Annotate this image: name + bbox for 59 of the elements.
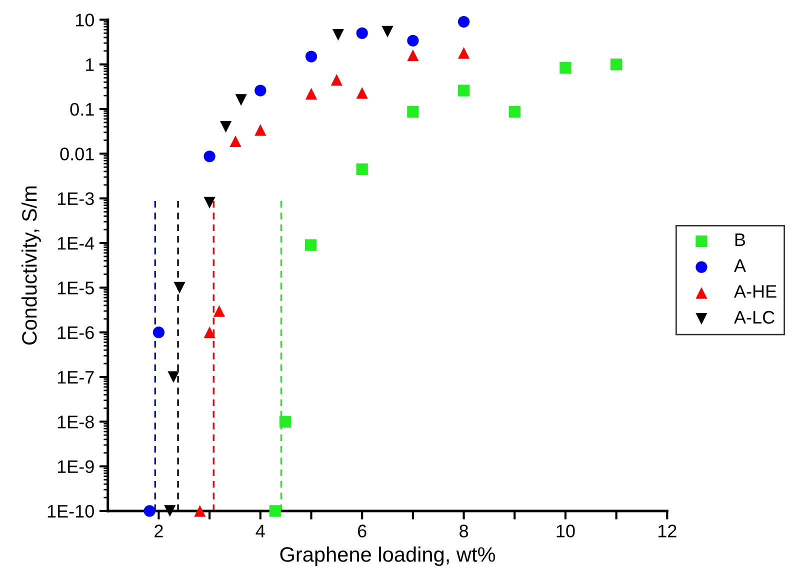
y-tick-label: 1E-6 [58, 326, 94, 340]
y-tick-label: 0.01 [60, 148, 94, 160]
y-tick-label: 1E-4 [58, 237, 94, 250]
x-tick-label: 8 [460, 524, 468, 538]
point [213, 305, 226, 317]
y-tick-label: 1E-3 [58, 192, 94, 206]
point [305, 50, 318, 62]
y-tick-label: 1 [86, 58, 94, 71]
legend-label: A-HE [734, 285, 776, 298]
point [560, 62, 572, 74]
y-tick-label: 1E-10 [48, 504, 94, 518]
y-tick-label: 0.1 [70, 102, 94, 116]
point [204, 196, 216, 208]
x-tick-label: 10 [556, 524, 575, 538]
point [230, 135, 242, 148]
point [382, 26, 394, 38]
point [508, 106, 520, 118]
point [235, 94, 247, 106]
point [330, 74, 342, 86]
point [204, 326, 216, 338]
point [356, 27, 368, 39]
x-tick-label: 4 [256, 524, 265, 538]
point [204, 150, 216, 162]
legend-label: A [734, 259, 746, 272]
x-tick-label: 2 [154, 524, 163, 538]
point [254, 84, 266, 96]
x-tick-label: 6 [358, 524, 366, 538]
point [168, 371, 180, 383]
point [356, 87, 368, 99]
point [407, 34, 419, 46]
y-tick-label: 1E-9 [58, 460, 94, 474]
point [164, 505, 176, 517]
y-tick-label: 1E-8 [58, 416, 94, 428]
point [254, 124, 266, 136]
point [610, 58, 622, 70]
point [280, 416, 292, 428]
point [152, 326, 165, 338]
y-tick-label: 10 [76, 14, 94, 26]
legend-label: B [735, 234, 746, 246]
point [458, 84, 470, 96]
x-axis-title: Graphene loading, wt% [280, 546, 496, 566]
point [458, 47, 470, 59]
point [144, 505, 156, 517]
point [305, 88, 318, 100]
point [269, 505, 281, 517]
point [220, 121, 232, 133]
y-tick-label: 1E-5 [58, 282, 94, 294]
y-axis-title: Conductivity, S/m [22, 186, 41, 345]
point [174, 282, 186, 294]
point [304, 239, 317, 251]
point [458, 16, 470, 28]
point [356, 163, 368, 175]
legend-label: A-LC [734, 310, 774, 324]
point [194, 505, 206, 517]
point [407, 106, 419, 118]
point [407, 49, 419, 62]
x-tick-label: 12 [658, 524, 676, 538]
point [332, 28, 344, 41]
y-tick-label: 1E-7 [58, 371, 94, 384]
